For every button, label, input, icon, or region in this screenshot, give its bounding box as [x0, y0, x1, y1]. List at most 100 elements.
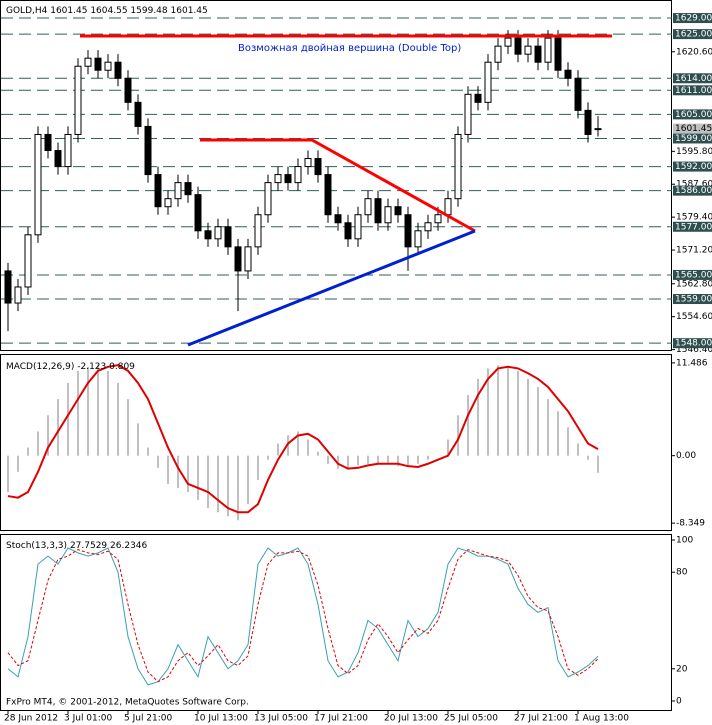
y-tick-label: 20 [676, 664, 688, 674]
x-tick-label: 1 Aug 13:00 [574, 714, 629, 724]
macd-panel [0, 354, 672, 531]
level-box [673, 185, 712, 196]
candle-body [444, 198, 452, 216]
macd-bar [387, 455, 389, 464]
trend-lines [80, 34, 612, 347]
candle-body [164, 198, 172, 208]
macd-bar [497, 365, 499, 456]
stoch-panel [0, 534, 672, 711]
candle-body [94, 57, 102, 71]
macd-bar [407, 455, 409, 467]
candle-body [574, 77, 582, 111]
macd-bar [117, 382, 119, 456]
candle-body [274, 174, 282, 184]
candle-body [354, 214, 362, 240]
macd-bar [557, 411, 559, 456]
level-box [673, 269, 712, 280]
macd-bar [107, 370, 109, 456]
y-tick-label: 1554.60 [676, 312, 712, 322]
candle-body [214, 226, 222, 240]
y-tick-label: 1562.80 [676, 279, 712, 289]
candle-body [484, 61, 492, 103]
macd-bar [7, 455, 9, 493]
macd-bar [87, 366, 89, 456]
level-label: 1548.00 [675, 339, 712, 349]
macd-bar [237, 455, 239, 521]
candle-body [474, 93, 482, 103]
macd-bar [97, 364, 99, 456]
candle-body [454, 133, 462, 200]
macd-bar [137, 423, 139, 456]
candle-body [594, 128, 602, 131]
macd-bar [147, 447, 149, 456]
macd-bar [517, 370, 519, 456]
candle-body [4, 270, 12, 304]
macd-bar [307, 439, 309, 456]
y-tick-label: 1595.80 [676, 147, 712, 157]
stoch-title: Stoch(13,3,3) [6, 541, 67, 551]
level-label: 1577.00 [675, 222, 712, 232]
current-price-label: 1601.45 [675, 124, 712, 134]
macd-bar [597, 455, 599, 473]
y-tick-label: 80 [676, 568, 688, 578]
macd-bar [207, 455, 209, 509]
x-tick-label: 20 Jul 13:00 [384, 714, 438, 724]
macd-bar [417, 455, 419, 464]
candle-body [84, 57, 92, 67]
y-tick-label: 100 [676, 535, 693, 545]
candle-body [564, 69, 572, 79]
candle-body [234, 246, 242, 272]
level-label: 1592.00 [675, 162, 712, 172]
macd-bar [247, 455, 249, 505]
candle-body [154, 174, 162, 208]
candle-body [544, 37, 552, 63]
y-tick-label: 1579.40 [676, 213, 712, 223]
y-tick-label: 11.486 [676, 358, 708, 368]
macd-value: -2.123 [77, 362, 106, 372]
candle-body [14, 286, 22, 304]
level-box [673, 85, 712, 96]
candle-body [224, 226, 232, 248]
candle-body [524, 45, 532, 55]
level-label: 1614.00 [675, 74, 712, 84]
level-label: 1605.00 [675, 110, 712, 120]
candle-body [364, 198, 372, 216]
candle-body [64, 133, 72, 168]
candle-body [374, 198, 382, 224]
candle-body [124, 77, 132, 103]
x-tick-label: 3 Jul 01:00 [64, 714, 113, 724]
candle-body [514, 37, 522, 55]
macd-bar [537, 386, 539, 456]
candle-body [184, 182, 192, 196]
level-box [673, 73, 712, 84]
candle-body [434, 214, 442, 224]
ohlc-open: 1601.45 [50, 6, 87, 16]
stoch-main-value: 27.7529 [70, 541, 107, 551]
candle-body [294, 166, 302, 184]
candle-body [244, 246, 252, 272]
macd-bar [127, 399, 129, 456]
macd-bar [337, 455, 339, 469]
price-header: GOLD,H4 1601.45 1604.55 1599.48 1601.45 [6, 6, 208, 16]
macd-bar [217, 455, 219, 513]
macd-bar [77, 370, 79, 456]
macd-bar [327, 455, 329, 464]
candle-body [284, 174, 292, 184]
macd-signal-value: 0.809 [109, 362, 135, 372]
candle-body [404, 214, 412, 248]
macd-bar [297, 431, 299, 456]
x-tick-label: 28 Jun 2012 [4, 714, 58, 724]
macd-bar [57, 399, 59, 456]
candle-body [304, 158, 312, 168]
candle-body [414, 230, 422, 248]
candle-body [194, 194, 202, 232]
macd-bar [477, 378, 479, 456]
candle-body [314, 158, 322, 176]
macd-bar [577, 443, 579, 456]
macd-bar [177, 455, 179, 488]
symbol: GOLD,H4 [6, 6, 48, 16]
ohlc-low: 1599.48 [130, 6, 167, 16]
level-label: 1629.00 [675, 14, 712, 24]
macd-bar [457, 415, 459, 456]
level-box [673, 221, 712, 232]
